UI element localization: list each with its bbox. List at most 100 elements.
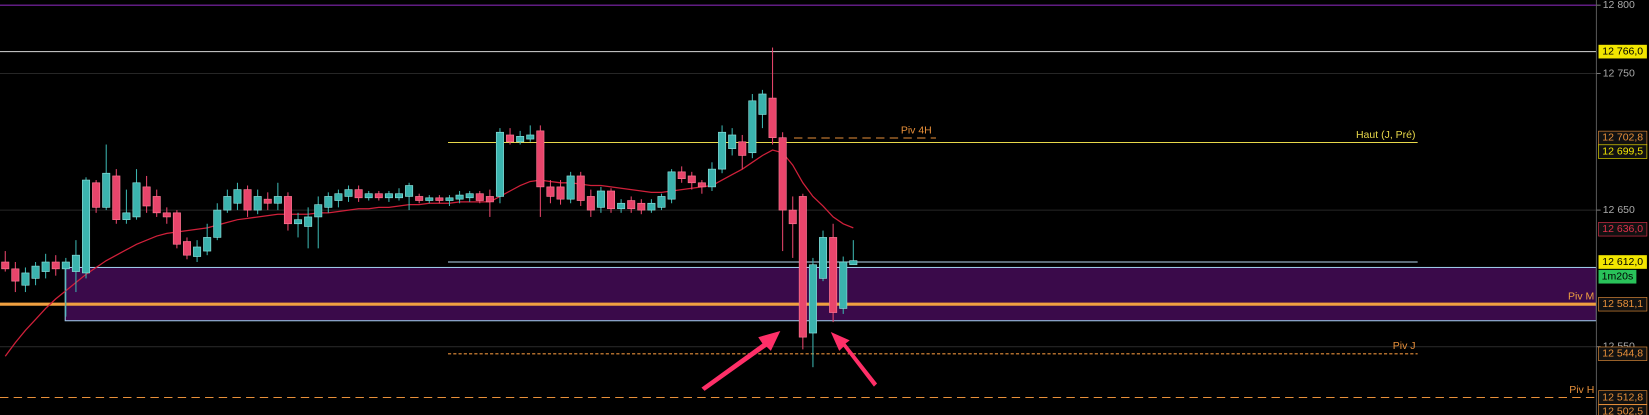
- candle-body: [677, 171, 686, 179]
- candle-body: [819, 237, 828, 279]
- level-name: Haut (J, Pré): [1356, 129, 1416, 141]
- candle-body: [193, 246, 202, 257]
- price-tag: [1598, 404, 1648, 415]
- candle-body: [445, 197, 454, 201]
- candle-body: [233, 189, 242, 204]
- candle-body: [11, 268, 20, 282]
- candle-body: [707, 168, 716, 188]
- candle-body: [384, 193, 393, 199]
- candle-body: [808, 264, 817, 334]
- candle-body: [586, 196, 595, 211]
- candle-body: [627, 200, 636, 210]
- candle-body: [1, 261, 10, 270]
- candle-body: [526, 134, 535, 140]
- y-tick-label: 12 650: [1603, 204, 1635, 216]
- price-tag-label: 12 502,5: [1602, 405, 1643, 415]
- plot-area: Piv 4H Haut (J, Pré) Piv M Piv J Piv H: [0, 4, 1597, 399]
- candle-body: [364, 193, 373, 199]
- candle-body: [31, 265, 40, 279]
- candle-body: [637, 202, 646, 211]
- price-tag-label: 12 699,5: [1602, 145, 1643, 157]
- candle-body: [223, 196, 232, 211]
- candle-body: [435, 197, 444, 201]
- price-tag-label: 12 612,0: [1602, 256, 1643, 268]
- candle-body: [203, 237, 212, 252]
- price-tag-label: 12 581,1: [1602, 298, 1643, 310]
- price-tag: [1598, 346, 1648, 361]
- candle-body: [556, 186, 565, 200]
- candle-body: [71, 254, 80, 272]
- candle-body: [152, 196, 161, 214]
- candle-body: [768, 97, 777, 139]
- candle-body: [21, 272, 30, 286]
- candle-body: [283, 196, 292, 225]
- candle-body: [102, 172, 111, 208]
- candle-body: [576, 175, 585, 201]
- candle-body: [607, 190, 616, 210]
- candle-body: [243, 189, 252, 211]
- candle-body: [182, 241, 191, 256]
- level-name: Piv 4H: [901, 124, 932, 136]
- candle-body: [728, 134, 737, 149]
- candle-body: [839, 261, 848, 309]
- candle-body: [142, 186, 151, 207]
- candle-body: [778, 137, 787, 211]
- price-tag-label: 12 702,8: [1602, 132, 1643, 144]
- candle-body: [314, 204, 323, 218]
- candle-body: [748, 100, 757, 154]
- candle-body: [667, 171, 676, 200]
- arrow: [830, 332, 878, 387]
- candle-body: [475, 193, 484, 201]
- candle-body: [122, 212, 131, 220]
- candle-body: [395, 193, 403, 199]
- price-tag: [1598, 255, 1647, 269]
- candle-body: [324, 196, 333, 208]
- level-name: Piv J: [1393, 340, 1416, 352]
- candle-body: [516, 136, 525, 143]
- candle-body: [829, 237, 838, 313]
- candle-body: [738, 141, 747, 156]
- candle-body: [273, 196, 282, 204]
- candle-body: [334, 193, 343, 201]
- price-tag-label: 12 512,8: [1602, 391, 1643, 403]
- candle-body: [687, 175, 696, 184]
- candle-body: [294, 219, 303, 225]
- candle-body: [758, 93, 767, 115]
- candle-body: [697, 182, 706, 188]
- arrows: [701, 330, 878, 391]
- level-name: Piv H: [1569, 384, 1594, 396]
- candle-body: [546, 186, 555, 197]
- candle-body: [495, 131, 504, 197]
- candle-body: [425, 197, 434, 201]
- y-tick-label: 12 800: [1603, 0, 1635, 11]
- candle-body: [253, 196, 262, 211]
- price-tag: [1598, 222, 1648, 237]
- candle-body: [566, 175, 575, 200]
- y-tick-label: 12 550: [1603, 340, 1635, 352]
- price-tag-label: 12 544,8: [1602, 348, 1643, 360]
- candle-body: [415, 196, 424, 201]
- candle-body: [51, 261, 60, 270]
- price-tag: [1598, 390, 1648, 405]
- price-tag-label: 12 766,0: [1602, 45, 1643, 57]
- candle-body: [354, 189, 363, 199]
- price-tag: [1598, 297, 1648, 312]
- candle-body: [263, 198, 272, 204]
- candle-body: [718, 131, 727, 170]
- candle-body: [162, 212, 171, 218]
- candle-body: [647, 202, 656, 211]
- candle-body: [485, 196, 494, 203]
- candle-body: [405, 185, 414, 197]
- candle-body: [41, 261, 50, 272]
- candle-body: [617, 202, 626, 210]
- candle-body: [172, 212, 181, 245]
- candle-body: [596, 190, 605, 208]
- candle-body: [798, 196, 807, 338]
- candle-body: [82, 179, 91, 274]
- level-name: Piv M: [1568, 291, 1594, 303]
- price-tag-label: 12 636,0: [1602, 223, 1643, 235]
- price-tag: [1598, 144, 1648, 159]
- candle-body: [849, 260, 858, 266]
- candle-body: [465, 193, 474, 199]
